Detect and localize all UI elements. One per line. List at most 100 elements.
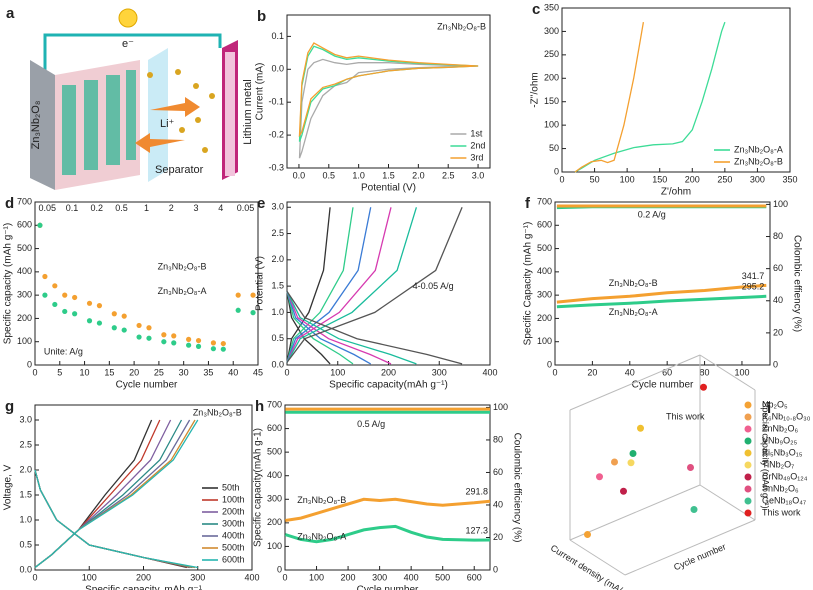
x-axis-label: Z'/ohm (661, 187, 691, 198)
separator (148, 48, 168, 182)
annotation: 4-0.05 A/g (413, 281, 454, 291)
y-tick-label: 0.0 (271, 359, 284, 369)
y2-axis-label: Colombic effiency (%) (791, 235, 802, 332)
y-tick-label: 200 (544, 73, 559, 83)
panel-label: d (5, 195, 14, 212)
data-point (86, 300, 93, 306)
annotation: Zn₃Nb₂O₈-B (609, 278, 658, 288)
x-tick-label: 250 (717, 174, 732, 184)
x-tick-label: 400 (244, 572, 259, 582)
crystal-blocks (62, 70, 136, 175)
y2-tick-label: 80 (493, 434, 503, 444)
x-axis-label: Cycle number (357, 585, 419, 590)
x-tick-label: 45 (253, 367, 263, 377)
z-axis-label: Special capacity (mAh g⁻¹) (761, 401, 771, 508)
data-point (86, 318, 93, 324)
x-tick-label: 20 (587, 367, 597, 377)
y-tick-label: 600 (537, 220, 552, 230)
legend-label: VNb₉O₂₅ (762, 435, 798, 445)
data-point (186, 336, 192, 342)
data-point (72, 294, 78, 301)
y2-tick-label: 100 (773, 199, 788, 209)
legend-label: 500th (222, 542, 245, 552)
panel-label: e (257, 195, 265, 212)
legend-marker (744, 485, 752, 493)
data-point (611, 458, 618, 466)
ions (147, 69, 215, 153)
data-point (136, 322, 142, 329)
legend-marker (744, 413, 752, 421)
y-tick-label: 3.0 (19, 414, 32, 424)
data-label: 127.3 (465, 525, 488, 535)
x-tick-label: 200 (381, 367, 396, 377)
y-tick-label: 0.0 (271, 64, 284, 74)
data-point (121, 327, 127, 333)
y2-tick-label: 0 (773, 359, 778, 369)
y2-tick-label: 60 (773, 263, 783, 273)
data-point (596, 473, 603, 481)
data-line (34, 419, 199, 569)
data-line (286, 207, 331, 363)
y-tick-label: -0.2 (268, 129, 284, 139)
data-line (286, 207, 418, 363)
y-tick-label: 300 (267, 494, 282, 504)
data-line (34, 419, 193, 569)
wire (43, 33, 222, 75)
lithium-face (225, 52, 235, 176)
data-point (584, 531, 591, 538)
data-point (171, 340, 177, 346)
legend-label: 200th (222, 506, 245, 516)
y-tick-label: 700 (267, 399, 282, 409)
x-tick-label: 350 (782, 174, 797, 184)
legend-marker (744, 425, 752, 433)
x-tick-label: 40 (228, 367, 238, 377)
legend-label: 600th (222, 554, 245, 564)
arrow-right (150, 97, 200, 117)
y-tick-label: 2.5 (19, 439, 32, 449)
data-point (700, 383, 707, 391)
y-tick-label: 0.5 (19, 539, 32, 549)
legend-marker (744, 449, 752, 457)
legend-label: K₆Nb₁₀.₈O₃₀ (762, 411, 811, 421)
y-tick-label: 250 (544, 49, 559, 59)
y-axis-label: Cycle number (672, 541, 727, 572)
y-tick-label: 3.0 (271, 202, 284, 212)
y-axis-label: Potential (V) (255, 256, 266, 311)
annotation: Zn₃Nb₂O₈-A (609, 307, 658, 317)
annotation: Zn₃Nb₂O₈-A (297, 531, 346, 541)
separator-label: Separator (155, 164, 204, 176)
data-point (195, 337, 202, 344)
x-tick-label: 0 (32, 572, 37, 582)
y-axis-label: Specific capacity (mAh g⁻¹) (3, 223, 14, 344)
x-tick-label: 2.0 (412, 170, 425, 180)
plot-frame (34, 404, 253, 571)
x-axis-label: Specific capacity, mAh g⁻¹ (85, 585, 202, 590)
electron-label: e⁻ (122, 38, 134, 50)
y2-tick-label: 20 (773, 327, 783, 337)
y-axis-label: Specific Capacity (mAh g⁻¹) (523, 222, 534, 346)
data-point (687, 464, 694, 471)
data-point (42, 273, 48, 280)
y-tick-label: 50 (549, 143, 559, 153)
y-tick-label: 2.0 (271, 254, 284, 264)
arrow-left (135, 133, 185, 153)
y-tick-label: 350 (544, 2, 559, 12)
y-tick-label: -0.3 (268, 162, 284, 172)
x-tick-label: 100 (330, 367, 345, 377)
x-tick-label: 25 (154, 367, 164, 377)
annotation: Zn₃Nb₂O₈-A (158, 286, 207, 296)
data-point (250, 310, 256, 316)
y-tick-label: 100 (267, 541, 282, 551)
y-tick-label: 0 (554, 166, 559, 176)
y-tick-label: 1.0 (271, 307, 284, 317)
data-line (556, 283, 767, 304)
data-point (136, 334, 142, 340)
y-tick-label: 700 (537, 196, 552, 206)
y-tick-label: 0.5 (271, 333, 284, 343)
y-tick-label: 400 (537, 266, 552, 276)
y-tick-label: 400 (17, 266, 32, 276)
data-point (42, 292, 48, 298)
y-tick-label: -0.1 (268, 97, 284, 107)
data-point (146, 325, 152, 331)
